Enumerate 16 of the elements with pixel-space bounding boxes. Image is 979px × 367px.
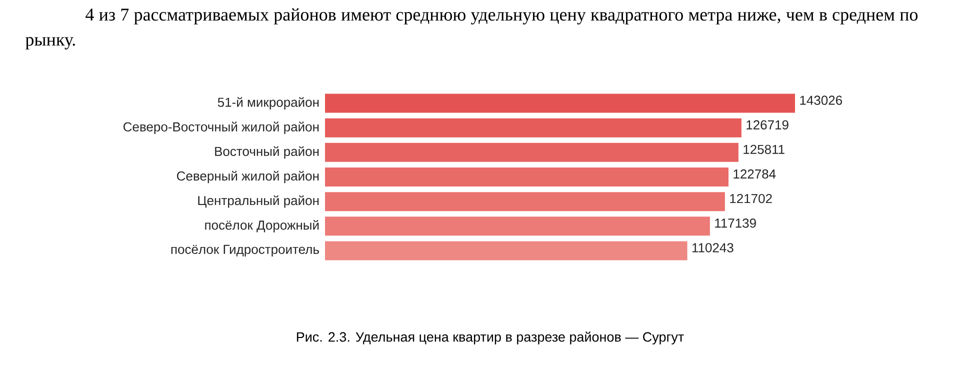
data-label: 121702 (730, 194, 772, 204)
y-tick-label: Северо-Восточный жилой район (123, 122, 319, 134)
chart-title: 4 из 7 рассматриваемых районов имеют среднюю удельную цену квадратного метра ниже, чем в среднем по рынку. (26, 8, 918, 50)
data-label: 125811 (744, 144, 784, 154)
data-label: 117139 (715, 218, 756, 228)
y-tick-label: 51-й микрорайон (218, 97, 319, 110)
text: Рис. 2.3. Удельная цена квартир в разрезе районов — Сургут (296, 332, 684, 344)
y-tick-label: Центральный район (198, 195, 319, 208)
y-tick-label: посёлок Гидростроитель (171, 244, 319, 257)
y-tick-label: Северный жилой район (176, 170, 319, 184)
y-tick-label: Восточный район (215, 146, 319, 159)
data-label: 126719 (746, 120, 788, 130)
data-label: 143026 (800, 96, 842, 105)
y-tick-label: посёлок Дорожный (205, 220, 319, 232)
data-label: 110243 (692, 243, 734, 252)
data-label: 122784 (734, 169, 776, 179)
